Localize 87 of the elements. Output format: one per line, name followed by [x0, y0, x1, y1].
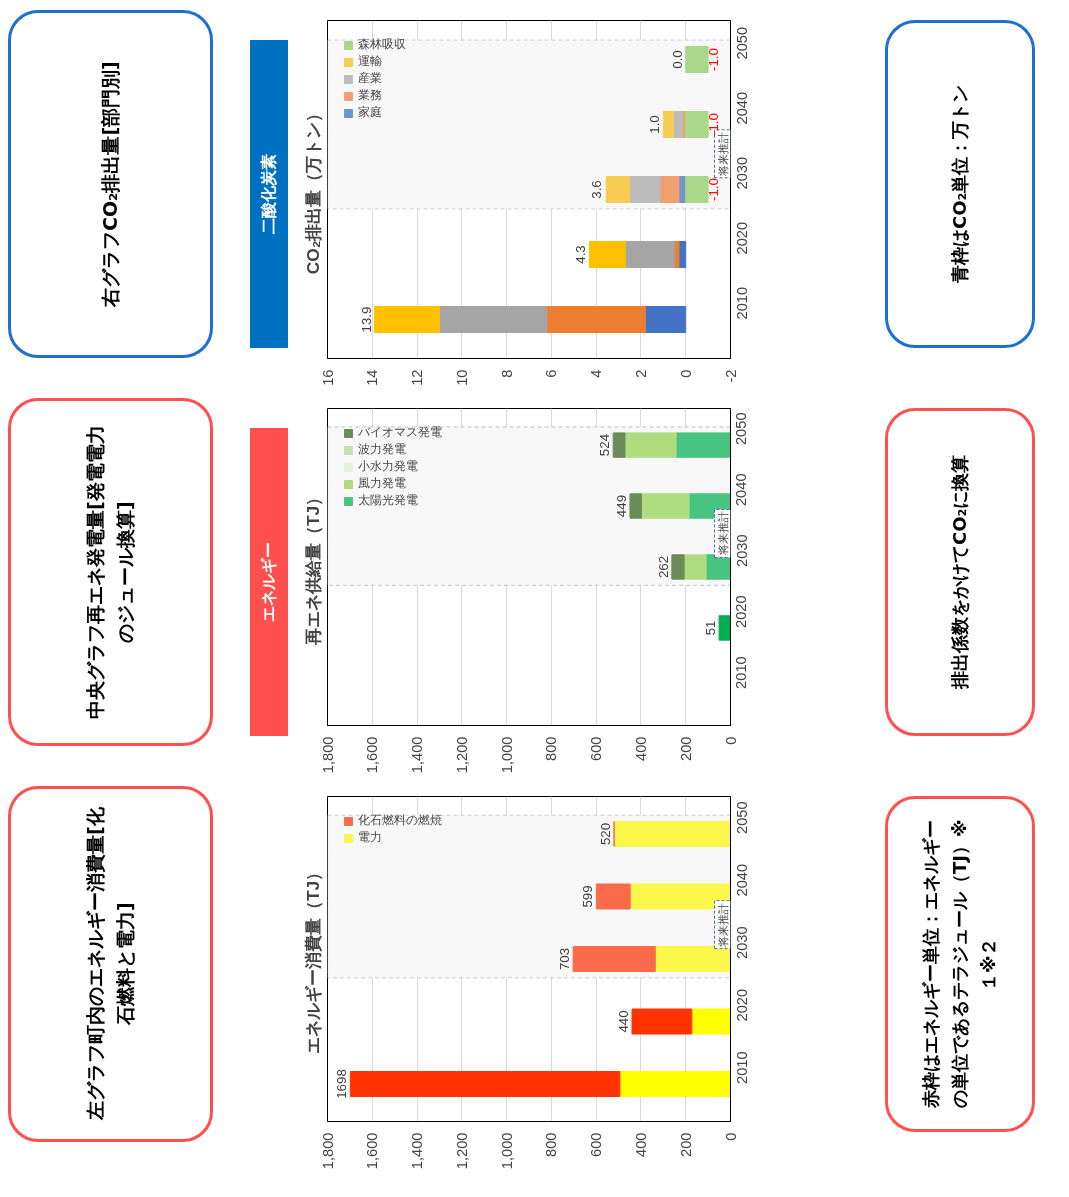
x-tick-label: 1,200 — [453, 1132, 470, 1170]
legend-label: バイオマス発電 — [358, 424, 442, 441]
text: 赤枠はエネルギー単位：エネルギーの単位であるテラジュール（TJ）※１※２ — [918, 818, 1000, 1111]
annotation: 0.0 — [669, 50, 685, 69]
text: エネルギー — [258, 541, 280, 624]
x-tick-label: 600 — [588, 736, 605, 761]
total-label: 1698 — [334, 1069, 350, 1099]
legend-label: 森林吸収 — [358, 36, 406, 53]
x-tick-label: 6 — [543, 369, 560, 378]
total-label: 51 — [703, 620, 719, 636]
legend-label: 風力発電 — [358, 475, 406, 492]
total-label: 524 — [597, 433, 613, 457]
x-tick-label: 400 — [632, 736, 649, 761]
text: 左グラフ町内のエネルギー消費量[化石燃料と電力] — [83, 806, 138, 1122]
text: 排出係数をかけてCO₂に換算 — [947, 453, 971, 692]
total-label: 262 — [655, 555, 671, 579]
x-tick-label: 1,600 — [364, 736, 381, 774]
x-tick-label: 1,800 — [319, 736, 336, 774]
y-tick-label: 2010 — [733, 1051, 750, 1084]
x-tick-label: 10 — [453, 369, 470, 386]
y-tick-label: 2010 — [733, 656, 750, 689]
data-label: -1.0 — [706, 178, 722, 201]
y-tick-label: 2050 — [733, 801, 750, 834]
y-tick-label: 2030 — [733, 926, 750, 959]
x-tick-label: 0 — [677, 369, 694, 378]
band-label: 将来推計 — [716, 511, 729, 557]
x-tick-label: 400 — [632, 1132, 649, 1157]
legend-label: 業務 — [358, 87, 382, 104]
x-tick-label: 1,000 — [498, 1132, 515, 1170]
x-tick-label: 200 — [677, 1132, 694, 1157]
x-tick-label: 800 — [543, 1132, 560, 1157]
x-tick-label: 12 — [409, 369, 426, 386]
data-label: -1.0 — [706, 48, 722, 71]
legend-label: 太陽光発電 — [358, 492, 418, 509]
legend-label: 運輸 — [358, 53, 382, 70]
x-tick-label: 1,200 — [453, 736, 470, 774]
annotation: 1.0 — [647, 115, 663, 134]
total-label: 449 — [613, 494, 629, 518]
text: 中央グラフ再エネ発電量[発電電力のジュール換算] — [83, 424, 138, 721]
text: 再エネ供給量（TJ） — [302, 488, 323, 647]
x-tick-label: 4 — [588, 369, 605, 378]
text: 右グラフCO₂排出量[部門別] — [98, 60, 123, 310]
total-label: 599 — [580, 885, 596, 908]
total-label: 703 — [557, 947, 573, 971]
x-tick-label: 0 — [722, 736, 739, 745]
total-label: 520 — [598, 822, 614, 846]
total-label: 440 — [615, 1010, 631, 1033]
legend-label: 産業 — [358, 70, 382, 87]
x-tick-label: 1,600 — [364, 1132, 381, 1170]
y-tick-label: 2040 — [733, 863, 750, 897]
annotation: 13.9 — [358, 306, 374, 333]
legend-label: 小水力発電 — [358, 458, 418, 475]
x-tick-label: 2 — [632, 369, 649, 378]
y-tick-label: 2030 — [733, 534, 750, 567]
y-tick-label: 2020 — [733, 988, 750, 1022]
y-tick-label: 2050 — [733, 26, 750, 60]
x-tick-label: 1,400 — [409, 1132, 426, 1170]
x-tick-label: 0 — [722, 1132, 739, 1141]
y-tick-label: 2050 — [733, 412, 750, 446]
y-tick-label: 2030 — [733, 156, 750, 190]
annotation: 3.6 — [589, 180, 605, 199]
legend-label: 化石燃料の燃焼 — [358, 812, 442, 829]
x-tick-label: -2 — [722, 369, 739, 383]
legend-label: 家庭 — [358, 104, 382, 121]
x-tick-label: 800 — [543, 736, 560, 761]
x-tick-label: 200 — [677, 736, 694, 761]
annotation: 4.3 — [573, 245, 589, 264]
band-label: 将来推計 — [716, 131, 729, 177]
legend-label: 電力 — [358, 829, 382, 846]
x-tick-label: 1,800 — [319, 1132, 336, 1170]
band-label: 将来推計 — [716, 902, 729, 948]
x-tick-label: 1,400 — [409, 736, 426, 774]
x-tick-label: 14 — [364, 369, 381, 386]
x-tick-label: 600 — [588, 1132, 605, 1157]
x-tick-label: 8 — [498, 369, 515, 378]
text: 二酸化炭素 — [258, 153, 280, 236]
text: 青枠はCO₂単位：万トン — [947, 83, 971, 286]
y-tick-label: 2020 — [733, 221, 750, 255]
x-tick-label: 16 — [319, 369, 336, 386]
text: CO₂排出量（万トン） — [302, 104, 323, 275]
text: エネルギー消費量（TJ） — [302, 863, 323, 1055]
x-tick-label: 1,000 — [498, 736, 515, 774]
y-tick-label: 2020 — [733, 595, 750, 628]
y-tick-label: 2040 — [733, 91, 750, 125]
legend-label: 波力発電 — [358, 441, 406, 458]
y-tick-label: 2010 — [733, 286, 750, 320]
y-tick-label: 2040 — [733, 473, 750, 507]
